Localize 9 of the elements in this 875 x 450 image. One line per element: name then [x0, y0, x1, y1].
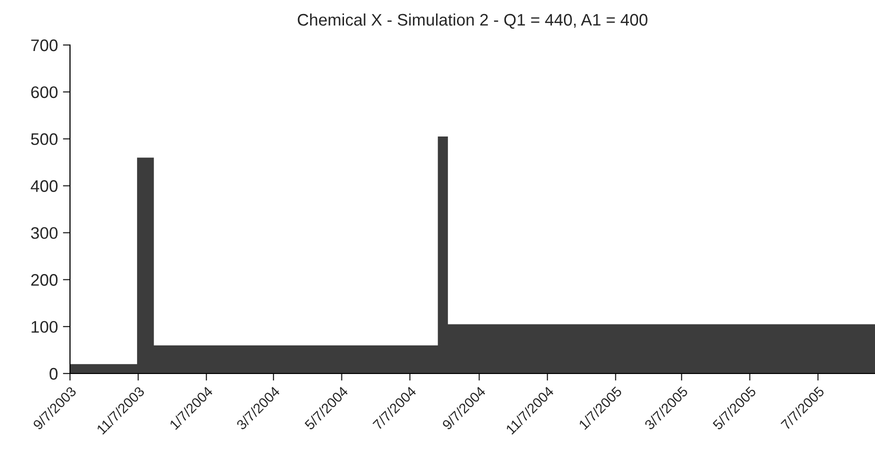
y-tick-label: 100 [32, 320, 58, 333]
y-tick-label: 0 [50, 368, 58, 380]
y-tick-label: 300 [31, 227, 58, 239]
y-tick-label: 400 [30, 180, 58, 192]
y-tick-label: 600 [31, 86, 58, 98]
y-tick-label: 200 [31, 274, 58, 286]
y-tick-label: 700 [31, 39, 58, 52]
y-tick-label: 500 [31, 133, 58, 146]
chart-title: Chemical X - Simulation 2 - Q1 = 440, A1 = 400 [298, 13, 648, 29]
